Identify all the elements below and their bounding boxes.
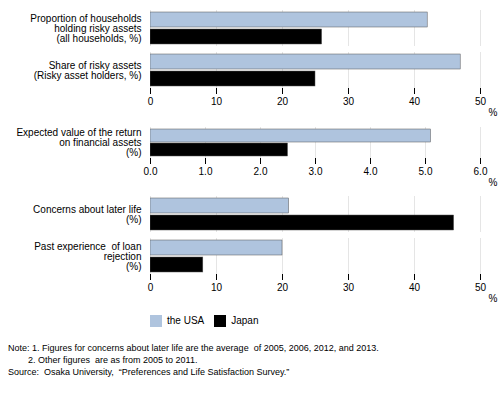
svg-text:20: 20 <box>277 96 289 107</box>
svg-text:Past experience of loanreject: Past experience of loanrejection(%) <box>34 241 141 272</box>
svg-text:%: % <box>489 107 498 118</box>
svg-text:50: 50 <box>475 282 487 293</box>
svg-text:4.0: 4.0 <box>364 166 378 177</box>
svg-text:Concerns about later life(%): Concerns about later life(%) <box>33 204 142 225</box>
html-text:the USA: the USA <box>167 315 205 326</box>
svg-text:40: 40 <box>409 282 421 293</box>
html-text:Note: 1. Figures for concerns: Note: 1. Figures for concerns about late… <box>8 343 379 353</box>
html-text:Japan: Japan <box>231 315 259 326</box>
svg-text:6.0: 6.0 <box>474 166 488 177</box>
html-text:2. Other figures are as from 2: 2. Other figures are as from 2005 to 201… <box>8 355 198 365</box>
svg-text:0: 0 <box>148 96 154 107</box>
svg-text:%: % <box>489 293 498 304</box>
svg-text:30: 30 <box>343 282 355 293</box>
html-text:Source: Osaka University, “Pre: Source: Osaka University, “Preferences a… <box>8 367 290 377</box>
svg-text:50: 50 <box>475 96 487 107</box>
svg-text:3.0: 3.0 <box>309 166 323 177</box>
svg-text:20: 20 <box>277 282 289 293</box>
svg-text:0: 0 <box>148 282 154 293</box>
svg-text:40: 40 <box>409 96 421 107</box>
svg-text:Expected value of the returnon: Expected value of the returnon financial… <box>16 127 141 158</box>
svg-text:10: 10 <box>211 96 223 107</box>
svg-text:Proportion of householdsholdin: Proportion of householdsholding risky as… <box>30 13 141 44</box>
svg-text:0.0: 0.0 <box>144 166 158 177</box>
svg-text:10: 10 <box>211 282 223 293</box>
svg-text:1.0: 1.0 <box>199 166 213 177</box>
svg-text:Share of risky assets(Risky as: Share of risky assets(Risky asset holder… <box>34 60 142 81</box>
svg-text:5.0: 5.0 <box>419 166 433 177</box>
svg-text:30: 30 <box>343 96 355 107</box>
svg-text:2.0: 2.0 <box>254 166 268 177</box>
svg-text:%: % <box>489 177 498 188</box>
